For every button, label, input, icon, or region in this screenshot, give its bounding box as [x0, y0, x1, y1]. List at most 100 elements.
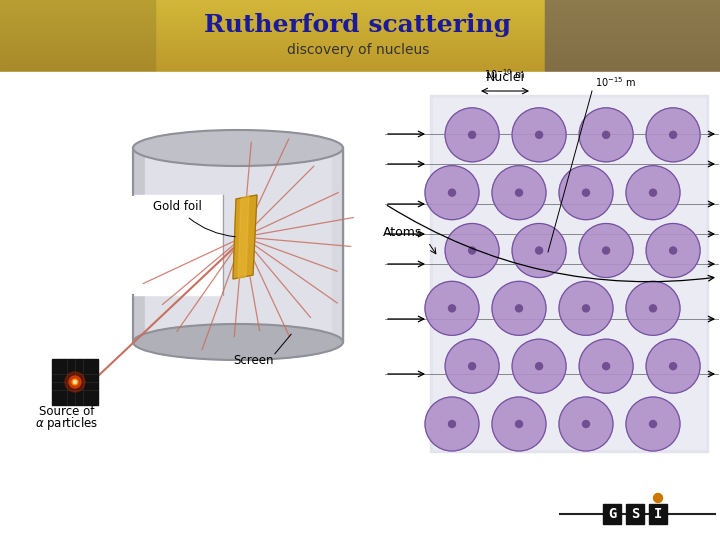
FancyBboxPatch shape	[649, 504, 667, 524]
Circle shape	[72, 379, 78, 385]
Bar	[0, 5, 720, 6]
Bar	[545, 48, 720, 49]
Bar	[545, 28, 720, 29]
Bar	[0, 21, 155, 22]
Bar	[0, 23, 720, 24]
Bar	[145, 151, 331, 338]
Bar	[0, 33, 720, 34]
Bar	[0, 54, 720, 55]
Bar	[0, 65, 155, 66]
Bar	[0, 17, 720, 18]
Bar	[545, 20, 720, 21]
Bar	[545, 30, 720, 31]
Bar	[0, 67, 720, 68]
Bar	[545, 34, 720, 35]
Text: Source of: Source of	[40, 405, 95, 418]
Bar	[0, 57, 155, 58]
Bar	[0, 38, 720, 39]
Bar	[0, 18, 155, 19]
Bar	[0, 2, 155, 3]
Bar	[0, 71, 155, 72]
Text: Gold foil: Gold foil	[153, 200, 235, 237]
Bar	[0, 62, 720, 63]
Bar	[545, 13, 720, 14]
Bar	[0, 22, 155, 23]
Text: $10^{-15}$ m: $10^{-15}$ m	[595, 75, 636, 89]
Bar	[545, 26, 720, 27]
Bar	[0, 31, 720, 32]
Bar	[0, 27, 155, 28]
Circle shape	[449, 305, 456, 312]
Bar	[0, 0, 720, 1]
Bar	[0, 56, 155, 57]
Bar	[545, 46, 720, 47]
Bar	[0, 59, 155, 60]
Bar	[128, 195, 223, 295]
Bar	[545, 42, 720, 43]
Bar	[0, 33, 155, 34]
Bar	[0, 26, 720, 27]
Bar	[545, 1, 720, 2]
Bar	[0, 27, 720, 28]
Circle shape	[582, 305, 590, 312]
Bar	[545, 71, 720, 72]
Bar	[0, 52, 155, 53]
Bar	[0, 60, 720, 61]
Ellipse shape	[445, 108, 499, 162]
Ellipse shape	[425, 397, 479, 451]
Bar	[0, 50, 720, 51]
Ellipse shape	[626, 397, 680, 451]
Bar	[0, 58, 155, 59]
Bar	[0, 4, 720, 5]
Bar	[0, 12, 155, 13]
Bar	[545, 66, 720, 67]
Circle shape	[69, 376, 81, 388]
Bar	[0, 36, 720, 37]
Bar	[545, 25, 720, 26]
Text: Nuclei: Nuclei	[485, 71, 524, 84]
Bar	[0, 63, 155, 64]
Ellipse shape	[559, 397, 613, 451]
Bar	[0, 56, 720, 57]
Bar	[545, 68, 720, 69]
Bar	[545, 54, 720, 55]
Text: Atoms: Atoms	[382, 226, 422, 239]
Bar	[0, 62, 155, 63]
Bar	[0, 11, 155, 12]
Circle shape	[516, 305, 523, 312]
Bar	[0, 40, 155, 41]
Ellipse shape	[492, 397, 546, 451]
Circle shape	[73, 381, 76, 383]
Bar	[545, 23, 720, 24]
Bar	[0, 30, 155, 31]
Bar	[545, 51, 720, 52]
Bar	[0, 64, 155, 65]
Circle shape	[536, 131, 543, 138]
Bar	[0, 11, 720, 12]
Ellipse shape	[579, 339, 633, 393]
Bar	[0, 14, 720, 15]
Circle shape	[469, 131, 476, 138]
Ellipse shape	[492, 281, 546, 335]
Bar	[545, 35, 720, 36]
Bar	[0, 0, 155, 1]
Bar	[0, 32, 155, 33]
Bar	[545, 41, 720, 42]
Bar	[0, 65, 720, 66]
Bar	[0, 4, 155, 5]
Ellipse shape	[492, 166, 546, 220]
Circle shape	[469, 363, 476, 370]
Bar	[0, 15, 155, 16]
Bar	[0, 54, 155, 55]
Text: Rutherford scattering: Rutherford scattering	[204, 13, 511, 37]
Bar	[0, 32, 720, 33]
Bar	[545, 39, 720, 40]
Bar	[0, 21, 720, 22]
Bar	[0, 5, 155, 6]
Text: I: I	[654, 507, 662, 521]
Bar	[545, 70, 720, 71]
Bar	[0, 47, 155, 48]
Bar	[0, 42, 720, 43]
Bar	[0, 36, 155, 37]
Bar	[0, 45, 720, 46]
